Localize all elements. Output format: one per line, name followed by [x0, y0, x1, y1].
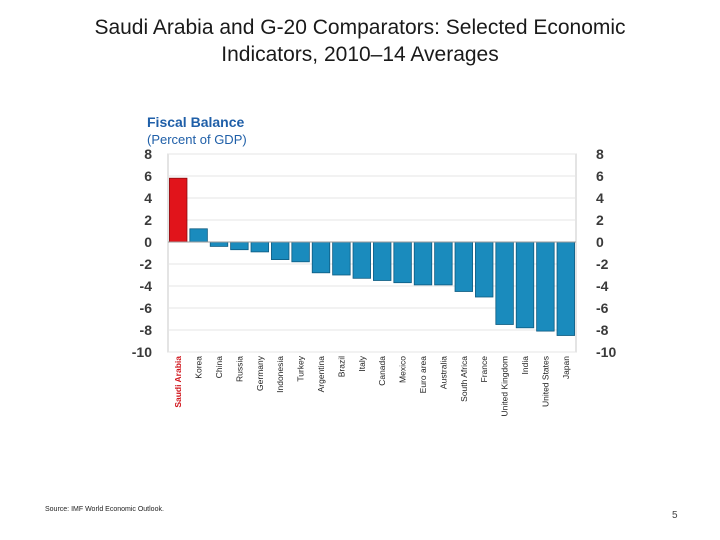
x-tick-label: Euro area: [418, 356, 428, 394]
bar-series: [169, 177, 575, 336]
bar-mexico: [393, 241, 412, 284]
y-tick-label-right: 0: [596, 234, 604, 250]
x-tick-label: Brazil: [336, 356, 346, 377]
y-tick-label-right: -10: [596, 344, 616, 360]
y-tick-label-left: 0: [144, 234, 152, 250]
x-tick-label: France: [479, 356, 489, 383]
y-tick-label-left: -4: [140, 278, 153, 294]
y-tick-label-right: -2: [596, 256, 609, 272]
slide-title-line2: Indicators, 2010–14 Averages: [221, 43, 499, 66]
x-tick-label: Turkey: [296, 355, 306, 381]
x-tick-label: South Africa: [459, 356, 469, 402]
bar-argentina: [311, 241, 331, 274]
bar-russia: [230, 241, 249, 251]
x-tick-label: Saudi Arabia: [173, 356, 183, 408]
y-tick-label-left: 6: [144, 168, 152, 184]
bar-italy: [352, 241, 371, 279]
bar-australia: [434, 241, 453, 286]
bar-france: [475, 241, 494, 298]
bar-japan: [556, 241, 575, 336]
x-tick-label: Canada: [377, 356, 387, 386]
x-tick-label: Germany: [255, 355, 265, 391]
bar-india: [515, 241, 535, 329]
x-tick-label: Japan: [561, 356, 571, 379]
x-tick-label: China: [214, 356, 224, 378]
slide-title-line1: Saudi Arabia and G-20 Comparators: Selec…: [94, 16, 626, 39]
y-tick-label-left: -2: [140, 256, 153, 272]
source-note: Source: IMF World Economic Outlook.: [45, 506, 164, 513]
bar-united-states: [536, 241, 555, 332]
bar-euro-area: [413, 241, 433, 286]
x-tick-label: Korea: [194, 356, 204, 379]
y-tick-label-right: 6: [596, 168, 604, 184]
bar-china: [209, 241, 229, 247]
bar-saudi-arabia: [169, 177, 188, 243]
y-tick-label-right: -8: [596, 322, 609, 338]
bar-indonesia: [271, 241, 290, 261]
y-tick-label-right: 8: [596, 146, 604, 162]
y-tick-label-left: -10: [132, 344, 152, 360]
page-number: 5: [672, 510, 678, 521]
x-tick-label: United States: [540, 356, 550, 407]
x-tick-label: Indonesia: [275, 356, 285, 393]
y-tick-label-left: -8: [140, 322, 153, 338]
x-tick-label: Argentina: [316, 356, 326, 393]
x-tick-label: United Kingdom: [500, 356, 510, 416]
bar-brazil: [332, 241, 351, 276]
y-tick-label-left: 8: [144, 146, 152, 162]
bar-germany: [250, 241, 269, 253]
y-tick-label-right: 4: [596, 190, 604, 206]
bar-united-kingdom: [495, 241, 514, 325]
x-tick-label: Mexico: [398, 356, 408, 383]
y-tick-label-left: 2: [144, 212, 152, 228]
y-tick-label-left: -6: [140, 300, 153, 316]
y-ticks-right: 8 6 4 2 0 -2 -4 -6 -8 -10: [596, 146, 616, 360]
x-tick-label: Italy: [357, 355, 367, 371]
y-ticks-left: 8 6 4 2 0 -2 -4 -6 -8 -10: [132, 146, 152, 360]
bar-canada: [373, 241, 392, 281]
chart-title: Fiscal Balance: [147, 114, 244, 130]
y-tick-label-right: -4: [596, 278, 609, 294]
x-tick-labels: Saudi Arabia Korea China Russia Germany Indon…: [173, 355, 571, 416]
y-tick-label-right: 2: [596, 212, 604, 228]
bar-turkey: [291, 241, 310, 263]
y-tick-label-right: -6: [596, 300, 609, 316]
bar-korea: [189, 228, 208, 243]
x-tick-label: India: [520, 356, 530, 375]
y-tick-label-left: 4: [144, 190, 152, 206]
slide-title: Saudi Arabia and G-20 Comparators: Selec…: [60, 14, 660, 68]
x-tick-label: Russia: [234, 356, 244, 382]
x-tick-label: Australia: [438, 356, 448, 389]
bar-south-africa: [454, 241, 473, 292]
chart-subtitle: (Percent of GDP): [147, 132, 247, 147]
plot-area: [167, 153, 577, 353]
